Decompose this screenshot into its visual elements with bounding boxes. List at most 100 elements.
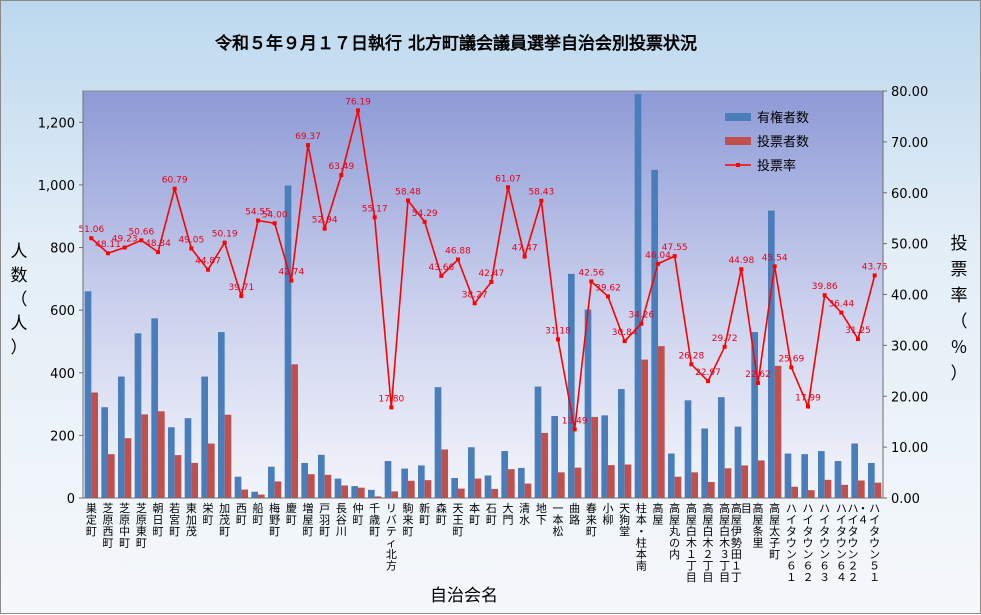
y-right-tick-label: 10.00	[891, 441, 928, 456]
turnout-point	[122, 245, 127, 250]
bar-electors	[518, 467, 525, 498]
turnout-point	[639, 321, 644, 326]
bar-voters	[808, 490, 815, 498]
y-left-tick-label: 400	[50, 367, 75, 382]
y-left-tick-label: 1,000	[38, 179, 75, 194]
category-label: 芝原東町	[136, 502, 147, 550]
bar-electors	[584, 309, 592, 498]
y-right-tick-label: 40.00	[891, 289, 928, 304]
y-right-tick-label: 20.00	[891, 390, 928, 405]
turnout-data-label: 13.49	[562, 416, 588, 426]
turnout-point	[722, 344, 727, 349]
bar-electors	[251, 491, 258, 498]
bar-voters	[524, 483, 532, 498]
category-label: リバティ北方	[386, 502, 397, 573]
category-label: 高屋丸の内	[669, 501, 680, 561]
turnout-data-label: 36.44	[828, 300, 854, 310]
bar-voters	[508, 469, 515, 498]
turnout-point	[606, 294, 610, 299]
bar-voters	[558, 472, 565, 498]
category-label: 駒来町	[403, 502, 414, 538]
category-label: 芝原中町	[119, 502, 130, 550]
y-axis-left-title: 人数（人）	[11, 242, 28, 358]
bar-electors	[351, 486, 358, 498]
bar-voters	[258, 494, 265, 498]
bar-voters	[91, 392, 98, 498]
bar-voters	[708, 482, 715, 498]
turnout-data-label: 54.55	[245, 207, 271, 217]
bar-electors	[151, 318, 158, 498]
bar-electors	[618, 389, 625, 498]
category-label: ハイタウン５１	[869, 502, 880, 584]
turnout-data-label: 29.72	[712, 334, 738, 344]
turnout-data-label: 44.87	[195, 257, 221, 267]
category-label: 巣定町	[86, 502, 97, 538]
category-label: 増屋町	[303, 502, 314, 538]
turnout-point	[239, 293, 244, 298]
turnout-point	[622, 339, 627, 344]
bar-electors	[784, 453, 792, 498]
bar-electors	[384, 461, 392, 498]
category-label: 石町	[486, 502, 497, 527]
turnout-data-label: 43.66	[428, 263, 454, 273]
bar-electors	[334, 478, 342, 498]
bar-voters	[474, 478, 482, 498]
y-left-tick-label: 1,200	[38, 116, 75, 131]
category-label: 加茂町	[219, 502, 230, 538]
legend-swatch	[725, 113, 751, 121]
bar-voters	[691, 472, 698, 498]
turnout-point	[389, 405, 394, 410]
y-right-tick-label: 50.00	[891, 238, 928, 253]
category-label: 曲路	[569, 502, 580, 527]
turnout-point	[322, 226, 327, 231]
bar-electors	[684, 400, 692, 498]
bar-electors	[418, 465, 425, 498]
turnout-point	[522, 254, 527, 259]
turnout-data-label: 58.43	[528, 188, 554, 198]
turnout-data-label: 26.28	[678, 351, 704, 361]
bar-voters	[374, 496, 382, 498]
bar-voters	[408, 480, 415, 498]
turnout-point	[572, 427, 577, 432]
bar-voters	[308, 474, 315, 498]
turnout-data-label: 42.56	[578, 268, 604, 278]
legend-marker	[736, 163, 740, 167]
turnout-data-label: 34.26	[628, 311, 654, 321]
plot-area	[82, 90, 884, 499]
legend-label: 投票率	[757, 158, 796, 174]
bar-voters	[358, 487, 365, 498]
y-right-tick-label: 0.00	[891, 492, 920, 507]
turnout-point	[556, 337, 560, 342]
turnout-data-label: 58.48	[395, 187, 421, 197]
bar-electors	[451, 477, 458, 498]
turnout-data-label: 46.04	[645, 251, 671, 261]
turnout-data-label: 31.18	[545, 326, 571, 336]
turnout-point	[539, 198, 544, 203]
category-labels: 巣定町芝原西町芝原中町芝原東町朝日町若宮町東加茂栄町加茂町西町船町梅野町慶町増屋…	[86, 501, 880, 584]
turnout-point	[689, 362, 694, 367]
category-label: 梅野町	[269, 501, 280, 538]
category-label: 西町	[236, 502, 247, 527]
bar-voters	[608, 465, 615, 498]
category-label: 高屋白木２丁目	[703, 501, 714, 584]
bar-electors	[701, 428, 708, 498]
turnout-point	[89, 236, 94, 241]
turnout-data-label: 61.07	[495, 174, 521, 184]
bar-voters	[841, 484, 848, 498]
bar-voters	[724, 468, 732, 498]
category-label: 高屋白木３丁目	[719, 501, 730, 584]
category-label: 船町	[253, 501, 264, 527]
y-left-tick-label: 800	[50, 242, 75, 257]
bar-voters	[758, 460, 765, 498]
legend-label: 有権者数	[757, 110, 809, 126]
bar-voters	[208, 443, 215, 498]
turnout-data-label: 25.69	[778, 354, 804, 364]
bar-electors	[768, 210, 775, 498]
turnout-data-label: 48.11	[95, 240, 121, 250]
turnout-point	[772, 264, 777, 269]
turnout-data-label: 31.25	[845, 326, 871, 336]
category-label: 本町	[469, 501, 480, 527]
bar-electors	[668, 453, 675, 498]
category-label: ハイタウン２２・４	[848, 502, 869, 584]
